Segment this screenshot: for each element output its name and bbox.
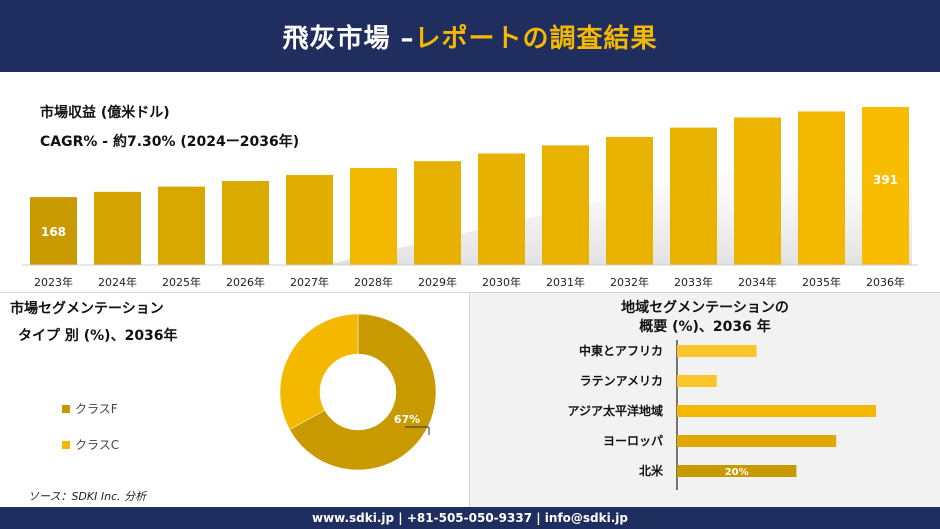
legend-label-class-c: クラスC: [75, 438, 120, 452]
region-bar-ヨーロッパ: [677, 435, 837, 447]
section-divider: [0, 292, 940, 293]
x-tick-label: 2035年: [802, 275, 841, 289]
title-market-name: 飛灰市場 –: [282, 23, 415, 54]
region-bar-ラテンアメリカ: [677, 375, 717, 387]
revenue-data-label: 391: [873, 173, 898, 187]
type-segment-title-line1: 市場セグメンテーション: [10, 301, 164, 317]
panel-divider: [469, 293, 470, 507]
legend-swatch-class-f: [62, 404, 70, 413]
legend-item-class-c: クラスC: [62, 436, 119, 453]
revenue-bar-2029年: [414, 161, 461, 265]
region-segment-title-line2: 概要 (%)、2036 年: [639, 319, 771, 335]
revenue-bar-chart: 2023年 168 2024年 2025年 2026年 2027年 2028年 2029年 20…: [22, 107, 918, 289]
legend-label-class-f: クラスF: [75, 402, 118, 416]
revenue-data-label: 168: [41, 225, 66, 239]
region-segment-title-line1: 地域セグメンテーションの: [621, 300, 789, 316]
legend-item-class-f: クラスF: [62, 400, 118, 417]
x-tick-label: 2024年: [98, 275, 137, 289]
region-category-label: ヨーロッパ: [603, 434, 663, 448]
revenue-bar-2031年: [542, 145, 589, 265]
x-tick-label: 2033年: [674, 275, 713, 289]
region-category-label: 中東とアフリカ: [579, 343, 663, 358]
region-category-label: アジア太平洋地域: [567, 403, 663, 418]
x-tick-label: 2029年: [418, 275, 457, 289]
revenue-bar-2034年: [734, 117, 781, 265]
x-tick-label: 2031年: [546, 275, 585, 289]
revenue-bar-2025年: [158, 186, 205, 265]
revenue-label: 市場収益 (億米ドル): [40, 105, 170, 121]
x-tick-label: 2032年: [610, 275, 649, 289]
revenue-bar-2036年: [862, 107, 909, 265]
revenue-bar-2027年: [286, 174, 333, 265]
x-tick-label: 2025年: [162, 275, 201, 289]
contact-footer: www.sdki.jp | +81-505-050-9337 | info@sd…: [0, 507, 940, 529]
cagr-label: CAGR% - 約7.30% (2024ー2036年): [40, 134, 300, 150]
x-tick-label: 2036年: [866, 275, 905, 289]
donut-slice-クラスF: [289, 313, 437, 471]
revenue-bar-2028年: [350, 168, 397, 265]
region-bar-アジア太平洋地域: [677, 405, 876, 417]
revenue-bar-2030年: [478, 153, 525, 265]
x-tick-label: 2023年: [34, 275, 73, 289]
region-bar-中東とアフリカ: [677, 345, 757, 357]
x-tick-label: 2030年: [482, 275, 521, 289]
title-accent: レポートの調査結果: [414, 23, 658, 54]
revenue-bar-2033年: [670, 127, 717, 265]
legend-swatch-class-c: [62, 440, 70, 449]
revenue-bar-2035年: [798, 111, 845, 266]
donut-slice-クラスC: [279, 313, 359, 430]
revenue-bar-2032年: [606, 136, 653, 265]
region-category-label: ラテンアメリカ: [580, 374, 663, 388]
type-donut-chart: 67%: [279, 313, 437, 471]
region-category-label: 北米: [639, 463, 664, 478]
revenue-bar-2023年: [30, 197, 77, 265]
donut-data-label: 67%: [394, 413, 420, 426]
type-segment-title-line2: タイプ 別 (%)、2036年: [18, 328, 178, 344]
revenue-bar-2026年: [222, 180, 269, 265]
region-data-label: 20%: [725, 467, 749, 478]
x-tick-label: 2034年: [738, 275, 777, 289]
x-tick-label: 2028年: [354, 275, 393, 289]
x-tick-label: 2027年: [290, 275, 329, 289]
source-note: ソース：SDKI Inc. 分析: [28, 490, 147, 503]
x-tick-label: 2026年: [226, 275, 265, 289]
report-header: 飛灰市場 –レポートの調査結果: [0, 0, 940, 72]
region-bar-北米: [677, 465, 797, 477]
revenue-bar-2024年: [94, 191, 141, 265]
report-title: 飛灰市場 –レポートの調査結果: [282, 18, 657, 55]
